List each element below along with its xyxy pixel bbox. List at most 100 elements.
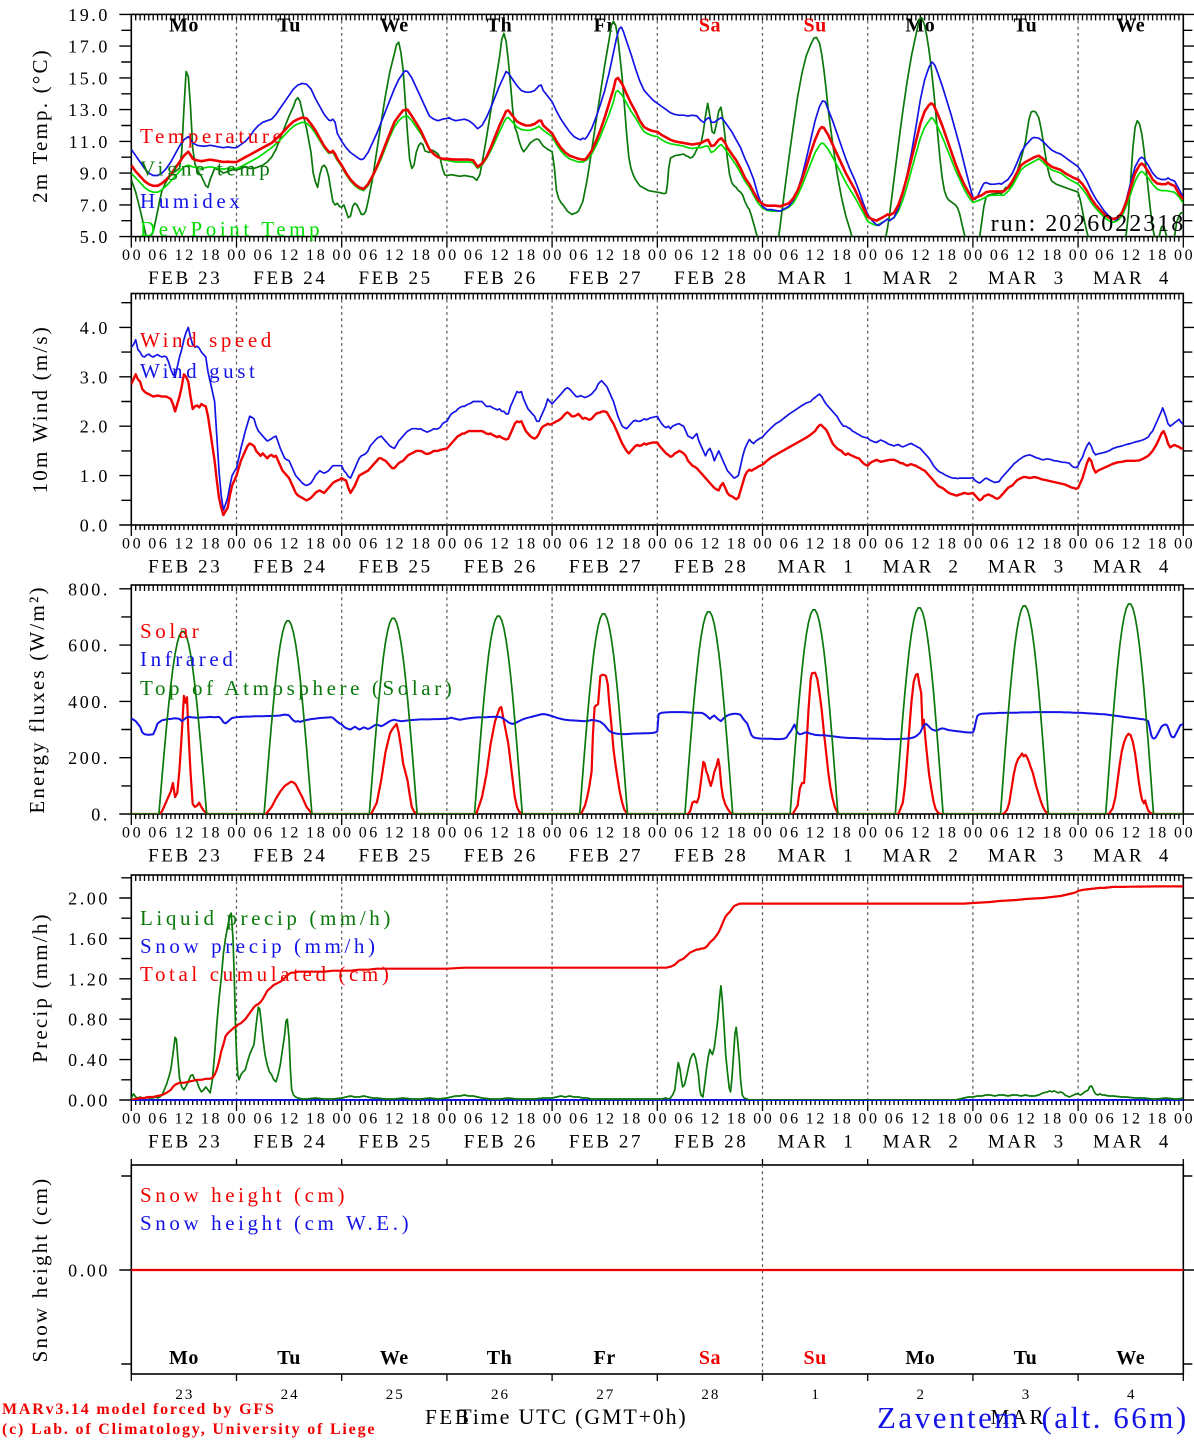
svg-text:18: 18 — [832, 536, 853, 553]
svg-text:06: 06 — [464, 825, 485, 842]
svg-text:25: 25 — [386, 1387, 405, 1403]
svg-text:18: 18 — [201, 1111, 222, 1128]
svg-text:Zaventem (alt. 66m): Zaventem (alt. 66m) — [877, 1400, 1189, 1435]
svg-text:FEB 25: FEB 25 — [358, 268, 432, 289]
svg-text:9.0: 9.0 — [80, 164, 110, 184]
svg-text:17.0: 17.0 — [68, 37, 110, 57]
svg-text:12: 12 — [806, 536, 827, 553]
svg-text:12: 12 — [1016, 1111, 1037, 1128]
svg-text:06: 06 — [1095, 825, 1116, 842]
svg-text:Tu: Tu — [1014, 15, 1038, 37]
svg-text:Wind speed: Wind speed — [140, 328, 275, 352]
svg-text:06: 06 — [569, 536, 590, 553]
svg-text:We: We — [380, 1347, 409, 1369]
svg-text:Fr: Fr — [594, 1347, 616, 1369]
svg-text:06: 06 — [779, 1111, 800, 1128]
svg-text:1: 1 — [811, 1387, 821, 1403]
svg-text:18: 18 — [727, 536, 748, 553]
svg-text:18: 18 — [411, 536, 432, 553]
svg-text:12: 12 — [806, 825, 827, 842]
svg-text:FEB 23: FEB 23 — [148, 268, 222, 289]
svg-text:06: 06 — [885, 825, 906, 842]
svg-text:12: 12 — [385, 536, 406, 553]
svg-text:12: 12 — [806, 247, 827, 264]
svg-text:18: 18 — [727, 1111, 748, 1128]
svg-text:Tu: Tu — [1014, 1347, 1038, 1369]
svg-text:18: 18 — [832, 1111, 853, 1128]
svg-text:12: 12 — [175, 247, 196, 264]
svg-text:12: 12 — [701, 536, 722, 553]
svg-text:00: 00 — [1069, 536, 1090, 553]
svg-text:18: 18 — [516, 536, 537, 553]
svg-text:18: 18 — [937, 1111, 958, 1128]
svg-text:12: 12 — [701, 825, 722, 842]
svg-text:00: 00 — [227, 825, 248, 842]
svg-text:00: 00 — [332, 247, 353, 264]
svg-text:18: 18 — [832, 825, 853, 842]
svg-text:18: 18 — [411, 1111, 432, 1128]
svg-text:06: 06 — [359, 247, 380, 264]
svg-text:Sa: Sa — [699, 1347, 721, 1369]
svg-text:23: 23 — [175, 1387, 194, 1403]
svg-text:00: 00 — [964, 247, 985, 264]
svg-text:FEB 28: FEB 28 — [674, 846, 748, 867]
svg-text:18: 18 — [937, 247, 958, 264]
svg-text:18: 18 — [622, 1111, 643, 1128]
svg-text:00: 00 — [1069, 1111, 1090, 1128]
svg-text:06: 06 — [885, 1111, 906, 1128]
svg-text:06: 06 — [990, 1111, 1011, 1128]
svg-text:MAR 1: MAR 1 — [777, 1132, 855, 1153]
svg-text:00: 00 — [227, 1111, 248, 1128]
svg-text:06: 06 — [148, 536, 169, 553]
svg-text:MAR 3: MAR 3 — [988, 1132, 1066, 1153]
svg-text:06: 06 — [359, 536, 380, 553]
svg-text:Th: Th — [487, 15, 512, 37]
svg-text:Mo: Mo — [905, 1347, 935, 1369]
svg-text:0.0: 0.0 — [80, 516, 110, 536]
svg-text:12: 12 — [911, 1111, 932, 1128]
svg-text:18: 18 — [411, 825, 432, 842]
svg-text:3: 3 — [1022, 1387, 1032, 1403]
svg-text:00: 00 — [964, 536, 985, 553]
svg-text:12: 12 — [911, 247, 932, 264]
svg-text:18: 18 — [1148, 825, 1169, 842]
svg-text:18: 18 — [1148, 536, 1169, 553]
svg-text:Precip (mm/h): Precip (mm/h) — [28, 912, 52, 1063]
svg-text:18: 18 — [1042, 825, 1063, 842]
svg-text:Total cumulated (cm): Total cumulated (cm) — [140, 962, 392, 986]
svg-text:FEB 25: FEB 25 — [358, 846, 432, 867]
svg-text:18: 18 — [1042, 536, 1063, 553]
svg-text:Top of Atmosphere (Solar): Top of Atmosphere (Solar) — [140, 676, 455, 700]
svg-text:06: 06 — [990, 825, 1011, 842]
svg-text:18: 18 — [1042, 247, 1063, 264]
svg-text:18: 18 — [201, 536, 222, 553]
svg-text:06: 06 — [253, 247, 274, 264]
svg-text:MAR 4: MAR 4 — [1093, 846, 1171, 867]
svg-text:06: 06 — [359, 825, 380, 842]
svg-text:18: 18 — [622, 536, 643, 553]
svg-text:We: We — [1116, 1347, 1145, 1369]
svg-text:Sa: Sa — [699, 15, 721, 37]
svg-text:00: 00 — [1069, 825, 1090, 842]
svg-text:00: 00 — [1174, 247, 1194, 264]
svg-text:Snow precip (mm/h): Snow precip (mm/h) — [140, 934, 379, 958]
svg-text:00: 00 — [332, 1111, 353, 1128]
svg-text:12: 12 — [385, 1111, 406, 1128]
svg-text:12: 12 — [280, 247, 301, 264]
svg-text:MARv3.14 model forced by GFS: MARv3.14 model forced by GFS — [2, 1401, 276, 1418]
svg-text:18: 18 — [937, 825, 958, 842]
svg-text:06: 06 — [674, 247, 695, 264]
svg-text:0.80: 0.80 — [68, 1010, 110, 1030]
svg-text:FEB 23: FEB 23 — [148, 1132, 222, 1153]
svg-text:FEB 25: FEB 25 — [358, 557, 432, 578]
svg-text:(c) Lab. of Climatology, Unive: (c) Lab. of Climatology, University of L… — [2, 1421, 376, 1438]
svg-text:MAR 1: MAR 1 — [777, 268, 855, 289]
svg-text:12: 12 — [490, 1111, 511, 1128]
svg-text:00: 00 — [122, 1111, 143, 1128]
svg-text:06: 06 — [885, 247, 906, 264]
svg-text:0.00: 0.00 — [68, 1091, 110, 1111]
svg-text:12: 12 — [1016, 247, 1037, 264]
svg-text:19.0: 19.0 — [68, 5, 110, 25]
svg-text:Mo: Mo — [905, 15, 935, 37]
svg-text:0.40: 0.40 — [68, 1050, 110, 1070]
